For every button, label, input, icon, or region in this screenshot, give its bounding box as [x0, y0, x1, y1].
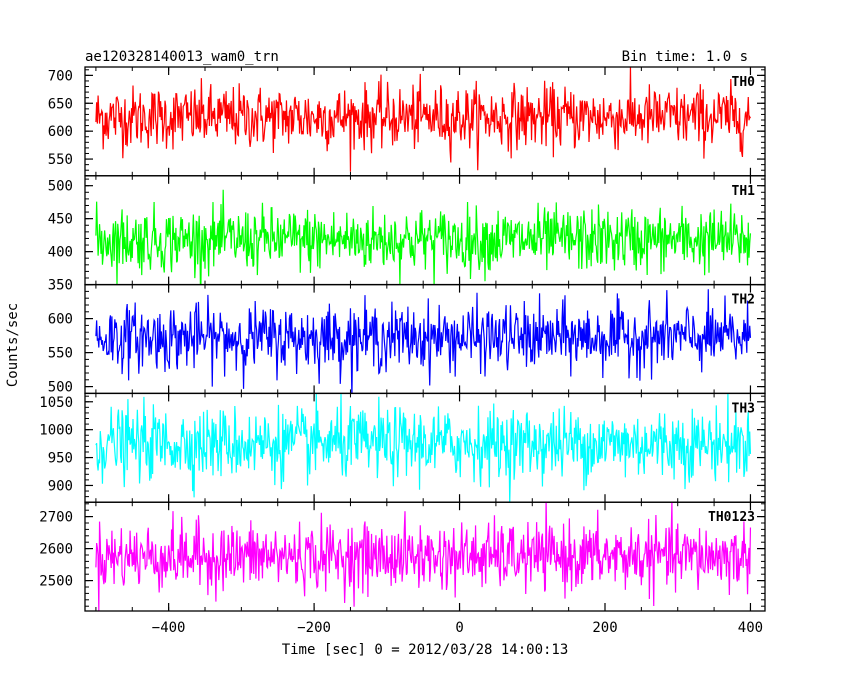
y-tick-label: 600	[48, 312, 73, 328]
y-tick-label: 450	[48, 212, 73, 228]
y-tick-label: 1050	[39, 395, 73, 411]
bin-time-label: Bin time: 1.0 s	[622, 49, 748, 65]
chart-title: ae120328140013_wam0_trn	[85, 49, 279, 65]
panel-frame	[84, 501, 766, 612]
y-tick-label: 550	[48, 152, 73, 168]
x-tick-label: −400	[152, 620, 186, 636]
panel-label-th0: TH0	[732, 75, 756, 90]
x-tick-label: 400	[738, 620, 763, 636]
panel-label-th0123: TH0123	[708, 510, 755, 525]
y-tick-label: 900	[48, 478, 73, 494]
y-tick-label: 500	[48, 380, 73, 396]
series-line-th3	[95, 393, 752, 503]
y-tick-label: 2700	[39, 510, 73, 526]
panel-th0123: 2500 2600 2700 TH0123	[39, 501, 766, 612]
y-tick-label: 650	[48, 96, 73, 112]
y-tick-label: 350	[48, 278, 73, 294]
y-axis-label: Counts/sec	[5, 303, 21, 387]
y-tick-label: 2500	[39, 574, 73, 590]
series-line-th1	[95, 189, 752, 285]
series-line-th0	[95, 67, 751, 172]
x-tick-label: −200	[297, 620, 331, 636]
panel-label-th3: TH3	[732, 401, 755, 416]
y-tick-label: 1000	[39, 423, 73, 439]
panel-label-th2: TH2	[732, 293, 755, 308]
x-tick-label: 200	[592, 620, 617, 636]
y-tick-label: 500	[48, 179, 73, 195]
y-tick-label: 600	[48, 124, 73, 140]
x-axis-label: Time [sec] 0 = 2012/03/28 14:00:13	[282, 642, 569, 658]
series-line-th2	[95, 289, 752, 394]
x-tick-label: 0	[455, 620, 463, 636]
series-line-th0123	[95, 502, 752, 612]
panel-th2: 500 550 600 TH2	[48, 283, 766, 396]
y-tick-label: 2600	[39, 542, 73, 558]
y-tick-label: 950	[48, 451, 73, 467]
panel-label-th1: TH1	[732, 184, 756, 199]
y-tick-label: 700	[48, 68, 73, 84]
y-tick-label: 550	[48, 346, 73, 362]
panels-group: 550 600 650 700 TH0 350 400 450 500 TH1 500 550 600 T…	[39, 66, 766, 636]
y-tick-label: 400	[48, 245, 73, 261]
